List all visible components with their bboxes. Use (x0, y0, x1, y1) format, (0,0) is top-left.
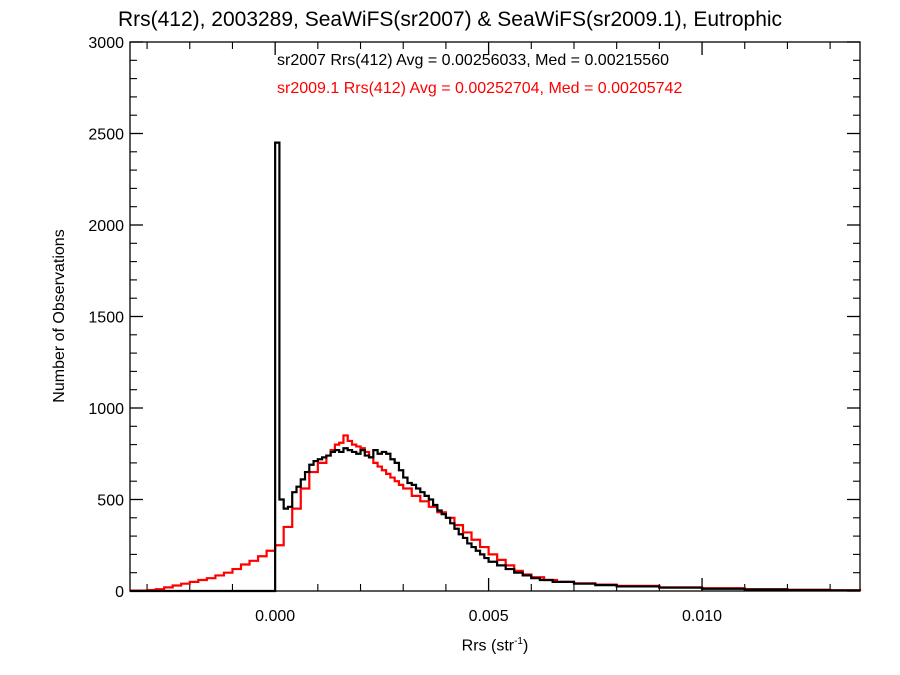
y-axis-label: Number of Observations (51, 229, 68, 403)
series-lines (130, 141, 862, 593)
x-axis-label-superscript: -1 (514, 636, 524, 647)
x-tick-label: 0.005 (469, 608, 509, 625)
annotation-sr2007: sr2007 Rrs(412) Avg = 0.00256033, Med = … (277, 52, 669, 69)
axis-ticks: 0.000 0.005 0.010 0 500 1000 1500 2000 2500 3000 (88, 35, 860, 625)
series-sr2009-line (130, 434, 862, 592)
annotation-sr2009: sr2009.1 Rrs(412) Avg = 0.00252704, Med … (277, 80, 683, 97)
y-tick-label: 0 (115, 584, 124, 601)
x-axis-label-close: ) (523, 637, 529, 655)
y-tick-label: 500 (97, 493, 124, 510)
series-sr2007-line (130, 141, 862, 593)
x-tick-label: 0.000 (255, 608, 295, 625)
chart-title: Rrs(412), 2003289, SeaWiFS(sr2007) & Sea… (117, 8, 783, 31)
x-axis-label: Rrs (str-1) (462, 636, 529, 655)
y-tick-label: 2000 (88, 218, 124, 235)
plot-frame (129, 41, 861, 592)
y-tick-label: 3000 (88, 35, 124, 52)
x-axis-label-main: Rrs (str (461, 637, 515, 655)
x-tick-label: 0.010 (682, 608, 722, 625)
y-tick-label: 1500 (88, 310, 124, 327)
y-tick-label: 1000 (88, 401, 124, 418)
y-tick-label: 2500 (88, 127, 124, 144)
